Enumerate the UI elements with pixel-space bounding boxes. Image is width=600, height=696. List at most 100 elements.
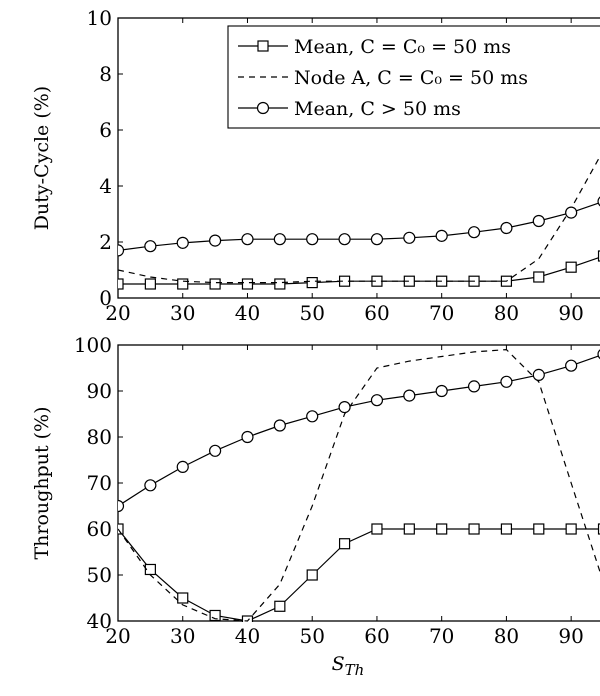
square-point [533,523,545,535]
legend-entry-2: Mean, C > 50 ms [238,98,461,120]
square-point [144,278,156,290]
y-tick-label: 80 [87,425,112,449]
square-point [597,250,600,262]
duty-cycle-ylabel: Duty-Cycle (%) [31,86,53,230]
circle-point [532,214,545,228]
square-point [533,271,545,283]
plot-frame [117,344,600,622]
square-point [209,609,221,622]
circle-point [176,460,189,473]
circle-point [532,368,545,381]
square-point [274,600,286,612]
legend-entry-0: Mean, C = C₀ = 50 ms [238,36,511,58]
y-tick-label: 4 [99,174,112,198]
circle-point [370,394,384,407]
x-tick-label: 60 [364,301,389,325]
y-tick-label: 100 [74,333,112,357]
square-point [565,261,577,273]
x-tick-label: 90 [558,301,583,325]
square-point [436,523,448,535]
circle-point [273,233,286,246]
square-point [338,538,351,550]
y-tick-label: 70 [87,471,112,495]
circle-point [467,226,481,239]
series-line [118,348,600,622]
square-point [241,278,254,290]
x-axis-label-subscript: Th [345,661,365,679]
y-tick-label: 40 [87,609,112,633]
circle-point [435,229,448,242]
square-point [118,523,124,535]
legend-circle-marker [256,101,270,115]
x-tick-label: 30 [170,301,195,325]
x-tick-label: 70 [429,301,454,325]
legend-text-0: Mean, C = C₀ = 50 ms [294,36,511,58]
y-tick-label: 0 [99,286,112,310]
x-tick-label: 20 [105,301,130,325]
throughput-series [118,348,600,622]
series-line [118,354,600,507]
square-point [597,523,600,535]
legend-frame [227,25,600,129]
y-tick-label: 60 [87,517,112,541]
circle-point [565,359,578,372]
legend-text-1: Node A, C = C₀ = 50 ms [294,67,528,89]
square-point [306,569,318,581]
duty-cycle-panel: Duty-Cycle (%) 20 30 40 50 60 70 80 90 0 2 4 6 8 10 M… [31,6,600,325]
x-axis-label-main: S [332,653,345,675]
y-tick-label: 90 [87,379,112,403]
circle-point [370,233,384,246]
square-point [403,523,415,535]
legend-entry-1: Node A, C = C₀ = 50 ms [238,67,528,89]
square-point [118,278,124,290]
series-line [118,528,600,622]
x-axis-label: STh [332,653,365,679]
square-point [371,523,383,535]
circle-point [338,233,351,246]
square-point [209,278,221,290]
circle-point [176,236,189,249]
x-tick-label: 50 [299,624,324,648]
duty-cycle-series [118,155,600,290]
throughput-axes: 20 30 40 50 60 70 80 90 40 50 60 70 80 90 100 [74,333,600,648]
legend-square-marker [257,40,269,52]
square-point [565,523,577,535]
square-point [468,523,480,535]
y-tick-label: 8 [99,62,112,86]
legend-text-2: Mean, C > 50 ms [294,98,461,120]
circle-point [403,231,416,244]
circle-point [435,384,448,398]
circle-point [144,240,157,253]
duty-cycle-axes: 20 30 40 50 60 70 80 90 0 2 4 6 8 10 [87,6,600,325]
x-tick-label: 20 [105,624,130,648]
x-tick-label: 90 [558,624,583,648]
circle-point [565,206,578,219]
x-tick-label: 80 [494,624,519,648]
circle-point [241,233,254,246]
x-tick-label: 70 [429,624,454,648]
x-tick-label: 40 [235,624,260,648]
y-tick-label: 50 [87,563,112,587]
x-tick-label: 30 [170,624,195,648]
circle-point [144,479,157,492]
legend: Mean, C = C₀ = 50 ms Node A, C = C₀ = 50… [227,25,600,129]
x-tick-label: 50 [299,301,324,325]
throughput-ylabel: Throughput (%) [31,406,53,559]
y-tick-label: 10 [87,6,112,30]
circle-point [306,233,319,246]
circle-point [500,221,513,235]
x-tick-label: 80 [494,301,519,325]
x-tick-label: 60 [364,624,389,648]
circle-point [500,375,513,388]
y-tick-label: 2 [99,230,112,254]
throughput-panel: Throughput (%) 20 30 40 50 60 70 80 90 40 50 60 70 8… [31,333,600,679]
circle-point [467,380,481,393]
plot-frame [117,17,600,299]
circle-point [403,389,416,402]
circle-point [209,234,222,247]
circle-point [241,430,254,444]
square-point [177,278,189,290]
square-point [241,615,254,622]
square-point [177,592,189,604]
